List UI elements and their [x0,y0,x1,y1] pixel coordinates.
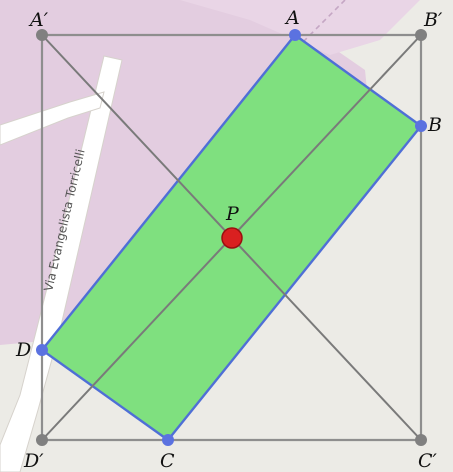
label-b: B [427,114,442,136]
vertex-b [415,120,427,132]
vertex-b-prime [415,29,427,41]
vertex-d [36,344,48,356]
label-c-prime: C′ [418,450,438,472]
vertex-a-prime [36,29,48,41]
vertex-d-prime [36,434,48,446]
park-area-upper [180,0,420,55]
label-a-prime: A′ [28,9,49,31]
label-a: A [284,7,300,29]
label-d: D [15,339,31,361]
rectangle-vertices [36,29,427,446]
label-p: P [225,203,240,225]
label-c: C [160,450,175,472]
label-b-prime: B′ [423,9,443,31]
outer-vertices [36,29,427,446]
vertex-labels: A′ A B′ B P D D′ C C′ [15,7,443,472]
vertex-c [162,434,174,446]
label-d-prime: D′ [23,450,44,472]
center-point-p [221,227,243,249]
vertex-c-prime [415,434,427,446]
vertex-a [289,29,301,41]
street-road [0,55,123,472]
outer-square [40,33,423,442]
street-branch [0,91,105,146]
